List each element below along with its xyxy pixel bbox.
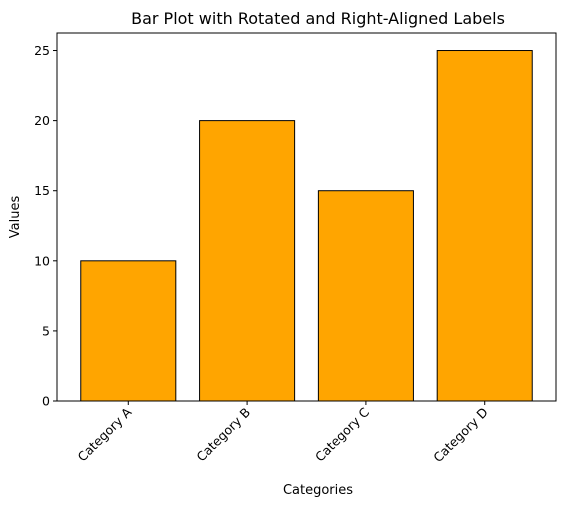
y-tick-label: 15	[34, 183, 50, 198]
chart-title: Bar Plot with Rotated and Right-Aligned …	[131, 9, 505, 28]
x-tick-label: Category D	[430, 405, 491, 466]
bar-category-b	[199, 120, 296, 402]
bar-category-c	[317, 190, 414, 402]
y-tick-label: 20	[34, 113, 50, 128]
axes-frame	[56, 32, 557, 402]
y-tick-label: 10	[34, 253, 50, 268]
bar-category-d	[436, 50, 533, 402]
y-tick-label: 25	[34, 43, 50, 58]
x-tick-label: Category B	[193, 405, 253, 465]
bar-category-a	[80, 260, 177, 402]
y-tick-label: 0	[42, 394, 50, 409]
plot-area: 0 5 10 15 20 25 Category A Category B Category C…	[34, 32, 557, 466]
x-axis-label: Categories	[283, 483, 353, 498]
y-tick-label: 5	[42, 323, 50, 338]
y-axis-label: Values	[8, 196, 23, 239]
x-tick-label: Category A	[75, 404, 135, 464]
x-tick-label: Category C	[312, 404, 372, 464]
